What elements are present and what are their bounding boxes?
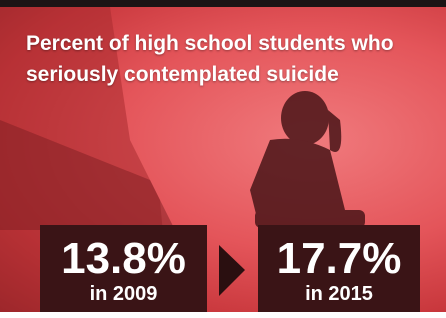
stat-label: in 2015 [258,283,420,305]
stat-label: in 2009 [40,283,207,305]
page: Percent of high school students who seri… [0,0,446,318]
arrow [219,245,245,296]
stat-box: 13.8% in 2009 [40,225,207,312]
infographic: Percent of high school students who seri… [0,0,446,312]
title: Percent of high school students who seri… [26,28,436,90]
silhouette [250,91,365,230]
stat-box: 17.7% in 2015 [258,225,420,312]
stat-value: 13.8% [40,235,207,283]
stat-value: 17.7% [258,235,420,283]
